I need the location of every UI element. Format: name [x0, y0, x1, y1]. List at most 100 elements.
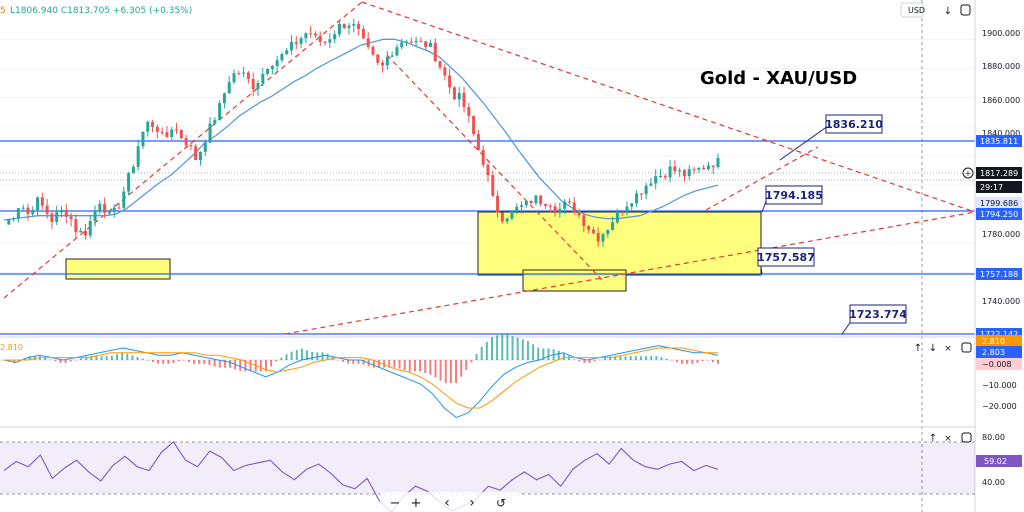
- candle-body: [7, 219, 11, 225]
- macd-badge-signal-text: 2.810: [982, 337, 1005, 346]
- candle-body: [213, 120, 217, 124]
- candle-body: [452, 87, 456, 100]
- macd-badge-hist-text: −0.008: [982, 360, 1012, 369]
- reset-chart-button[interactable]: ↺: [496, 496, 506, 510]
- candle-body: [663, 175, 667, 178]
- price-candles: [7, 18, 720, 247]
- candle-body: [309, 33, 313, 35]
- badge-1757: [976, 268, 1022, 280]
- candle-body: [601, 234, 605, 242]
- rsi-pane: ↑ × 80.00 40.00 59.02: [0, 426, 1022, 512]
- badge-1835: [976, 135, 1022, 147]
- price-tick-1780: 1780.000: [982, 230, 1020, 239]
- callout-box-1836: [825, 114, 883, 134]
- macd-histogram-bar: [408, 360, 411, 372]
- candle-body: [294, 41, 298, 44]
- scroll-left-button[interactable]: ‹: [444, 495, 450, 511]
- macd-histogram-bar: [665, 358, 668, 360]
- candle-body: [88, 220, 92, 236]
- moving-average-line: [3, 38, 719, 221]
- badge-current-price: [976, 167, 1022, 179]
- candle-body: [678, 170, 682, 172]
- candle-body: [548, 205, 552, 207]
- candle-body: [395, 47, 399, 56]
- rsi-close-icon[interactable]: ×: [944, 434, 952, 444]
- macd-histogram-bar: [516, 337, 519, 360]
- macd-histogram-bar: [239, 360, 242, 371]
- candle-body: [136, 146, 140, 167]
- arrow-down-icon[interactable]: ↓: [944, 6, 952, 17]
- macd-histogram-bar: [506, 334, 509, 360]
- macd-histogram-bar: [609, 356, 612, 360]
- pane-close-icon[interactable]: ×: [944, 344, 952, 354]
- rsi-maximize-icon[interactable]: [961, 432, 972, 443]
- pane-up-icon[interactable]: ↑: [914, 343, 922, 354]
- candle-body: [16, 208, 20, 219]
- macd-histogram-bar: [634, 356, 637, 360]
- pane-maximize-icon[interactable]: [961, 342, 972, 353]
- macd-histogram-bar: [624, 356, 627, 360]
- candle-body: [424, 41, 428, 47]
- candle-body: [711, 165, 715, 167]
- candle-body: [12, 218, 16, 220]
- macd-histogram-bar: [547, 348, 550, 360]
- macd-histogram-bar: [372, 360, 375, 368]
- candle-body: [563, 201, 567, 209]
- macd-histogram-bar: [342, 360, 345, 362]
- candle-body: [515, 206, 519, 211]
- candle-body: [304, 33, 308, 39]
- macd-histogram-bar: [639, 356, 642, 360]
- add-alert-icon[interactable]: [962, 167, 974, 179]
- candle-body: [620, 211, 624, 213]
- macd-badge-hist: [976, 358, 1022, 370]
- candle-body: [175, 129, 179, 131]
- currency-selector[interactable]: [900, 2, 924, 18]
- macd-histogram-bar: [90, 356, 93, 360]
- price-tick-1740: 1740.000: [982, 297, 1020, 306]
- macd-histogram-bar: [316, 352, 319, 360]
- candle-body: [21, 207, 25, 209]
- macd-histogram-bar: [28, 356, 31, 360]
- macd-histogram-bar: [172, 360, 175, 363]
- macd-histogram-bar: [275, 360, 278, 362]
- macd-histogram-bar: [388, 360, 391, 368]
- candle-body: [328, 39, 332, 43]
- candle-body: [170, 129, 174, 137]
- scroll-right-button[interactable]: ›: [469, 495, 475, 511]
- candle-body: [572, 202, 576, 213]
- callout-line-1836: [779, 125, 829, 161]
- candle-body: [45, 205, 49, 214]
- candle-body: [342, 23, 346, 28]
- macd-histogram-bar: [244, 360, 247, 372]
- macd-histogram-bar: [526, 341, 529, 360]
- candle-body: [673, 166, 677, 172]
- maximize-icon[interactable]: [960, 4, 971, 16]
- candle-body: [376, 54, 380, 63]
- macd-histogram-bar: [141, 358, 144, 360]
- pane-down-icon[interactable]: ↓: [929, 343, 937, 354]
- candle-body: [261, 74, 265, 84]
- candle-body: [582, 215, 586, 226]
- candle-body: [390, 55, 394, 57]
- candle-body: [285, 50, 289, 55]
- candle-body: [256, 83, 260, 90]
- candle-body: [539, 195, 543, 205]
- candle-body: [438, 61, 442, 68]
- zoom-in-button[interactable]: +: [411, 496, 422, 511]
- candle-body: [198, 151, 202, 161]
- candle-body: [275, 60, 279, 66]
- macd-histogram-bar: [105, 356, 108, 360]
- macd-histogram-bar: [403, 360, 406, 371]
- macd-histogram-bar: [439, 360, 442, 381]
- macd-histogram-bar: [193, 360, 196, 364]
- candle-body: [55, 212, 59, 222]
- candle-body: [635, 193, 639, 204]
- rsi-up-icon[interactable]: ↑: [929, 433, 937, 444]
- candle-body: [280, 54, 284, 61]
- zoom-out-button[interactable]: −: [390, 496, 401, 511]
- badge-countdown: [976, 181, 1022, 193]
- macd-histogram-bar: [598, 359, 601, 361]
- candle-body: [553, 206, 557, 214]
- macd-histogram-bar: [59, 360, 62, 363]
- macd-histogram-bar: [126, 353, 129, 360]
